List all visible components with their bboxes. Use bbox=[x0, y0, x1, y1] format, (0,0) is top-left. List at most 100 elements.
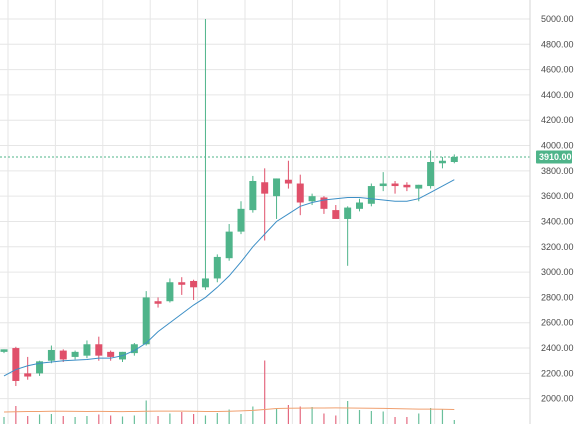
candle bbox=[83, 340, 91, 359]
candle-body bbox=[403, 184, 411, 188]
candle-body bbox=[367, 186, 375, 204]
candle bbox=[166, 278, 174, 303]
candle bbox=[344, 206, 352, 266]
candle-body bbox=[391, 183, 399, 187]
candle-body bbox=[130, 344, 138, 354]
candle-body bbox=[0, 349, 8, 352]
last-price-label: 3910.00 bbox=[539, 152, 572, 162]
candle-body bbox=[166, 282, 174, 302]
candle bbox=[367, 183, 375, 207]
candle bbox=[450, 154, 458, 164]
candle bbox=[71, 350, 79, 360]
candle bbox=[427, 150, 435, 189]
candle-body bbox=[142, 297, 150, 345]
candle bbox=[332, 205, 340, 219]
candle bbox=[438, 156, 446, 169]
candle bbox=[178, 277, 186, 295]
price-tick-label: 4200.00 bbox=[541, 115, 574, 125]
candle-body bbox=[225, 231, 233, 259]
candle-body bbox=[450, 156, 458, 163]
candle-body bbox=[379, 183, 387, 187]
candle bbox=[190, 279, 198, 300]
candle bbox=[249, 175, 257, 213]
candle-body bbox=[213, 256, 221, 279]
candle-body bbox=[344, 207, 352, 219]
candle-body bbox=[201, 278, 209, 288]
volume-bars bbox=[3, 360, 455, 424]
candle-body bbox=[427, 162, 435, 187]
candle-body bbox=[320, 197, 328, 209]
candle bbox=[237, 201, 245, 235]
candle-body bbox=[237, 208, 245, 232]
price-tick-label: 4000.00 bbox=[541, 141, 574, 151]
price-tick-label: 3000.00 bbox=[541, 267, 574, 277]
candle bbox=[59, 349, 67, 362]
price-tick-label: 2600.00 bbox=[541, 318, 574, 328]
candle bbox=[95, 336, 103, 361]
candle-body bbox=[249, 180, 257, 211]
candles bbox=[0, 18, 458, 387]
candle bbox=[213, 254, 221, 283]
candle-body bbox=[12, 348, 20, 381]
candle-body bbox=[190, 280, 198, 288]
price-tick-label: 3200.00 bbox=[541, 242, 574, 252]
candle-body bbox=[261, 182, 269, 194]
candle-body bbox=[47, 349, 55, 361]
candle-body bbox=[332, 210, 340, 219]
price-tick-label: 4800.00 bbox=[541, 39, 574, 49]
candle bbox=[201, 18, 209, 290]
candle-body bbox=[107, 351, 115, 357]
candle-body bbox=[284, 179, 292, 184]
grid-lines bbox=[0, 0, 530, 424]
candle bbox=[225, 224, 233, 261]
candle-body bbox=[36, 361, 44, 374]
candle bbox=[24, 356, 32, 380]
price-tick-label: 3600.00 bbox=[541, 191, 574, 201]
candle-body bbox=[83, 344, 91, 356]
candle-body bbox=[178, 282, 186, 285]
ma-fast-line bbox=[3, 179, 455, 377]
candle-body bbox=[95, 344, 103, 356]
candle bbox=[403, 182, 411, 192]
volume-ma-line bbox=[3, 407, 455, 413]
candle bbox=[391, 180, 399, 194]
price-tick-label: 5000.00 bbox=[541, 14, 574, 24]
price-tick-label: 4600.00 bbox=[541, 65, 574, 75]
price-tick-label: 3800.00 bbox=[541, 166, 574, 176]
price-tick-label: 2000.00 bbox=[541, 394, 574, 404]
candle bbox=[379, 172, 387, 192]
candle-body bbox=[24, 373, 32, 377]
price-tick-label: 4400.00 bbox=[541, 90, 574, 100]
candle bbox=[308, 193, 316, 206]
price-tick-label: 3400.00 bbox=[541, 216, 574, 226]
candle-body bbox=[356, 202, 363, 209]
candle bbox=[107, 350, 115, 361]
candle-body bbox=[296, 183, 304, 203]
candle bbox=[284, 160, 292, 189]
candle bbox=[0, 349, 8, 354]
last-price-tag: 3910.00 bbox=[536, 150, 572, 164]
candle bbox=[261, 168, 269, 241]
candle bbox=[130, 342, 138, 356]
candle bbox=[320, 196, 328, 214]
candle-body bbox=[71, 351, 79, 357]
candle-body bbox=[273, 178, 281, 197]
candle bbox=[142, 291, 150, 346]
candle-body bbox=[438, 160, 446, 164]
candle-body bbox=[415, 184, 423, 189]
candle bbox=[47, 345, 55, 364]
candle-body bbox=[308, 196, 316, 202]
price-axis-ticks[interactable]: 5000.00 4800.00 4600.00 4400.00 4200.00 4000.… bbox=[541, 14, 574, 404]
candle-body bbox=[154, 301, 162, 304]
candle bbox=[273, 178, 281, 219]
candle-body bbox=[59, 350, 67, 360]
candle bbox=[119, 351, 126, 362]
candle bbox=[296, 174, 304, 216]
price-tick-label: 2200.00 bbox=[541, 368, 574, 378]
candle bbox=[356, 198, 363, 212]
price-tick-label: 2800.00 bbox=[541, 292, 574, 302]
candle bbox=[154, 297, 162, 308]
candle bbox=[12, 346, 20, 387]
last-price-tag-bg bbox=[536, 150, 572, 164]
